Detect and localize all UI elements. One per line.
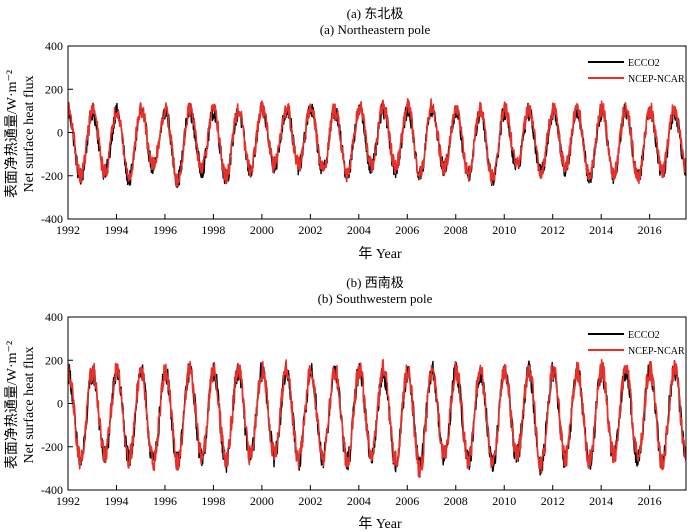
- legend-label: ECCO2: [628, 58, 660, 69]
- legend-label: NCEP-NCAR: [628, 346, 685, 357]
- x-tick-label: 2004: [347, 494, 371, 508]
- x-tick-label: 2002: [298, 494, 322, 508]
- y-tick-label: 400: [45, 39, 63, 53]
- y-tick-label: -400: [41, 483, 63, 497]
- x-tick-label: 2010: [492, 494, 516, 508]
- x-tick-label: 1994: [104, 223, 128, 237]
- x-tick-label: 1998: [201, 223, 225, 237]
- y-axis-label-en: Net surface heat flux: [22, 76, 37, 193]
- x-tick-label: 1992: [56, 223, 80, 237]
- x-tick-label: 2008: [444, 223, 468, 237]
- y-tick-label: -400: [41, 212, 63, 226]
- panel-southwestern-pole: (b) 西南极 (b) Southwestern pole 表面净热通量/W·m…: [4, 275, 687, 532]
- x-tick-label: 2006: [395, 494, 419, 508]
- series-line-ncep-ncar: [68, 358, 686, 478]
- panel-northeastern-pole: (a) 东北极 (a) Northeastern pole 表面净热通量/W·m…: [4, 6, 687, 262]
- x-tick-label: 1996: [153, 223, 177, 237]
- x-tick-label: 2000: [250, 223, 274, 237]
- y-tick-label: 0: [57, 126, 63, 140]
- x-tick-label: 2012: [541, 494, 565, 508]
- panel-title-cn: (a) 东北极: [347, 6, 404, 21]
- legend: ECCO2 NCEP-NCAR: [588, 58, 685, 85]
- y-axis-label-cn: 表面净热通量/W·m⁻²: [4, 341, 20, 469]
- legend-label: ECCO2: [628, 330, 660, 341]
- y-tick-label: 200: [45, 353, 63, 367]
- x-tick-label: 2010: [492, 223, 516, 237]
- y-tick-label: -200: [41, 169, 63, 183]
- series-line-ncep-ncar: [68, 97, 686, 188]
- y-axis-label-cn: 表面净热通量/W·m⁻²: [4, 70, 20, 198]
- y-tick-label: 0: [57, 397, 63, 411]
- x-tick-label: 2000: [250, 494, 274, 508]
- x-tick-label: 2002: [298, 223, 322, 237]
- x-tick-label: 2008: [444, 494, 468, 508]
- x-axis-label: 年 Year: [358, 246, 402, 262]
- x-tick-label: 2016: [638, 494, 662, 508]
- x-axis-label: 年 Year: [358, 516, 402, 532]
- legend-label: NCEP-NCAR: [628, 74, 685, 85]
- x-tick-label: 2004: [347, 223, 371, 237]
- y-tick-label: -200: [41, 440, 63, 454]
- x-tick-label: 2016: [638, 223, 662, 237]
- x-tick-label: 2014: [589, 223, 613, 237]
- x-tick-label: 1994: [104, 494, 128, 508]
- x-tick-label: 2014: [589, 494, 613, 508]
- x-tick-label: 2006: [395, 223, 419, 237]
- panel-title-en: (a) Northeastern pole: [320, 22, 431, 37]
- y-axis-label-en: Net surface heat flux: [22, 347, 37, 464]
- y-tick-label: 400: [45, 310, 63, 324]
- panel-title-cn: (b) 西南极: [346, 275, 403, 290]
- x-tick-label: 1996: [153, 494, 177, 508]
- panel-title-en: (b) Southwestern pole: [318, 291, 433, 306]
- x-tick-label: 1998: [201, 494, 225, 508]
- x-tick-label: 1992: [56, 494, 80, 508]
- legend: ECCO2 NCEP-NCAR: [588, 330, 685, 357]
- x-tick-label: 2012: [541, 223, 565, 237]
- y-tick-label: 200: [45, 82, 63, 96]
